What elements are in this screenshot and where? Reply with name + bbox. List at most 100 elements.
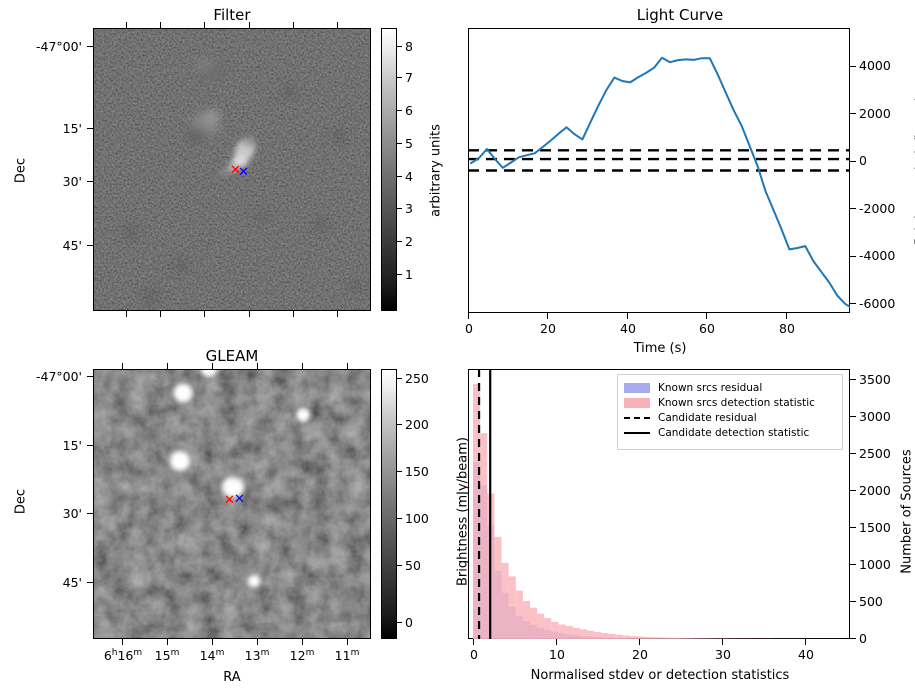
hist-ytick-2 bbox=[850, 564, 856, 566]
lc-ytick-label-5: -6000 bbox=[859, 296, 896, 311]
gleam-cbtick-0 bbox=[397, 378, 402, 380]
filter-cbtick-5 bbox=[397, 208, 402, 210]
hist-ytick-7 bbox=[850, 379, 856, 381]
lc-ytick-2 bbox=[850, 160, 856, 162]
histogram-bar bbox=[494, 536, 502, 639]
lc-xtick-label-0: 0 bbox=[465, 321, 473, 336]
filter-ytick-label-1: 15' bbox=[62, 121, 82, 136]
gleam-xtick-label-5: 11m bbox=[334, 648, 360, 664]
lc-ytick-label-4: -4000 bbox=[859, 248, 896, 263]
histogram-bar bbox=[651, 637, 659, 639]
gleam-colorbar bbox=[381, 369, 397, 639]
gleam-xlabel: RA bbox=[223, 670, 241, 685]
blue-cross-marker: ✕ bbox=[234, 492, 245, 507]
hist-xtick-3 bbox=[722, 639, 724, 645]
histogram-bar bbox=[608, 633, 616, 639]
lc-xtick-label-3: 60 bbox=[699, 321, 715, 336]
histogram-bar bbox=[622, 635, 630, 639]
filter-ylabel: Dec bbox=[13, 157, 29, 184]
filter-image bbox=[93, 28, 371, 311]
gleam-xtick-label-1: 15m bbox=[154, 648, 180, 664]
filter-cbtick-7 bbox=[397, 274, 402, 276]
filter-ytick-2 bbox=[87, 181, 93, 183]
filter-xtick-top-0 bbox=[126, 22, 128, 28]
histogram-bar bbox=[686, 638, 694, 639]
filter-cbtick-2 bbox=[397, 110, 402, 112]
filter-xtick-top-1 bbox=[160, 22, 162, 28]
legend-row-1: Known srcs detection statistic bbox=[624, 395, 835, 410]
hist-ytick-4 bbox=[850, 490, 856, 492]
legend-row-0: Known srcs residual bbox=[624, 380, 835, 395]
lc-ytick-1 bbox=[850, 113, 856, 115]
hist-ytick-label-6: 3000 bbox=[859, 409, 891, 424]
histogram-bar bbox=[594, 631, 602, 639]
hist-xtick-label-1: 10 bbox=[549, 647, 565, 662]
legend-label-1: Known srcs detection statistic bbox=[658, 396, 815, 409]
filter-cbtick-label-2: 6 bbox=[405, 103, 413, 118]
histogram-bar bbox=[579, 629, 587, 639]
histogram-bar bbox=[643, 636, 652, 639]
lc-ytick-0 bbox=[850, 65, 856, 67]
filter-xtick-bot-4 bbox=[293, 311, 295, 317]
gleam-cbtick-label-1: 200 bbox=[405, 417, 429, 432]
hist-xtick-label-0: 0 bbox=[470, 647, 478, 662]
gleam-cbtick-4 bbox=[397, 565, 402, 567]
histogram-bar bbox=[672, 637, 680, 639]
lc-xtick-label-4: 80 bbox=[779, 321, 795, 336]
filter-cbtick-label-7: 1 bbox=[405, 267, 413, 282]
hist-ytick-label-3: 1500 bbox=[859, 520, 891, 535]
legend-swatch-known-srcs-detection-statistic bbox=[624, 397, 650, 408]
filter-cbtick-6 bbox=[397, 241, 402, 243]
filter-cbtick-label-6: 2 bbox=[405, 234, 413, 249]
filter-xtick-top-2 bbox=[204, 22, 206, 28]
hist-xtick-label-2: 20 bbox=[632, 647, 648, 662]
gleam-xtick-1 bbox=[167, 639, 169, 645]
gleam-xtick-top-3 bbox=[257, 363, 259, 369]
histogram-bar bbox=[537, 613, 545, 639]
lc-xtick-0 bbox=[468, 313, 470, 319]
gleam-xtick-label-2: 14m bbox=[199, 648, 225, 664]
gleam-image bbox=[93, 369, 371, 639]
legend-row-3: Candidate detection statistic bbox=[624, 425, 835, 440]
filter-ytick-label-3: 45' bbox=[62, 238, 82, 253]
gleam-xtick-5 bbox=[347, 639, 349, 645]
histogram-bar bbox=[480, 433, 488, 639]
hist-ytick-label-2: 1000 bbox=[859, 557, 891, 572]
gleam-cbtick-2 bbox=[397, 471, 402, 473]
filter-cbtick-label-0: 8 bbox=[405, 39, 413, 54]
filter-xtick-bot-3 bbox=[249, 311, 251, 317]
gleam-cbtick-1 bbox=[397, 424, 402, 426]
histogram-bar bbox=[572, 627, 580, 639]
lc-xtick-3 bbox=[706, 313, 708, 319]
histogram-ylabel: Number of Sources bbox=[899, 449, 915, 574]
hist-xtick-0 bbox=[473, 639, 475, 645]
gleam-xtick-2 bbox=[212, 639, 214, 645]
light-curve-plot bbox=[468, 56, 850, 308]
gleam-xtick-label-0: 6h16m bbox=[103, 648, 143, 664]
gleam-ytick-label-0: -47°00' bbox=[35, 369, 82, 384]
filter-cbtick-3 bbox=[397, 143, 402, 145]
filter-cbtick-label-3: 5 bbox=[405, 136, 413, 151]
hist-ytick-6 bbox=[850, 416, 856, 418]
gleam-cbtick-5 bbox=[397, 622, 402, 624]
legend-line-candidate-detection-statistic bbox=[624, 431, 650, 434]
histogram-bar bbox=[700, 638, 709, 639]
filter-cbtick-1 bbox=[397, 77, 402, 79]
lc-ytick-3 bbox=[850, 208, 856, 210]
histogram-bar bbox=[636, 636, 644, 639]
lc-ytick-label-1: 2000 bbox=[859, 106, 891, 121]
gleam-ylabel: Dec bbox=[13, 488, 29, 515]
lc-ytick-4 bbox=[850, 255, 856, 257]
filter-xtick-bot-1 bbox=[160, 311, 162, 317]
histogram-bar bbox=[558, 624, 566, 639]
histogram-plot bbox=[473, 369, 844, 639]
gleam-xtick-top-0 bbox=[122, 363, 124, 369]
histogram-bar bbox=[601, 633, 609, 639]
filter-xtick-bot-2 bbox=[204, 311, 206, 317]
gleam-xtick-4 bbox=[302, 639, 304, 645]
filter-ytick-3 bbox=[87, 245, 93, 247]
legend-label-3: Candidate detection statistic bbox=[658, 426, 810, 439]
filter-ytick-1 bbox=[87, 128, 93, 130]
histogram-bar bbox=[501, 562, 509, 639]
